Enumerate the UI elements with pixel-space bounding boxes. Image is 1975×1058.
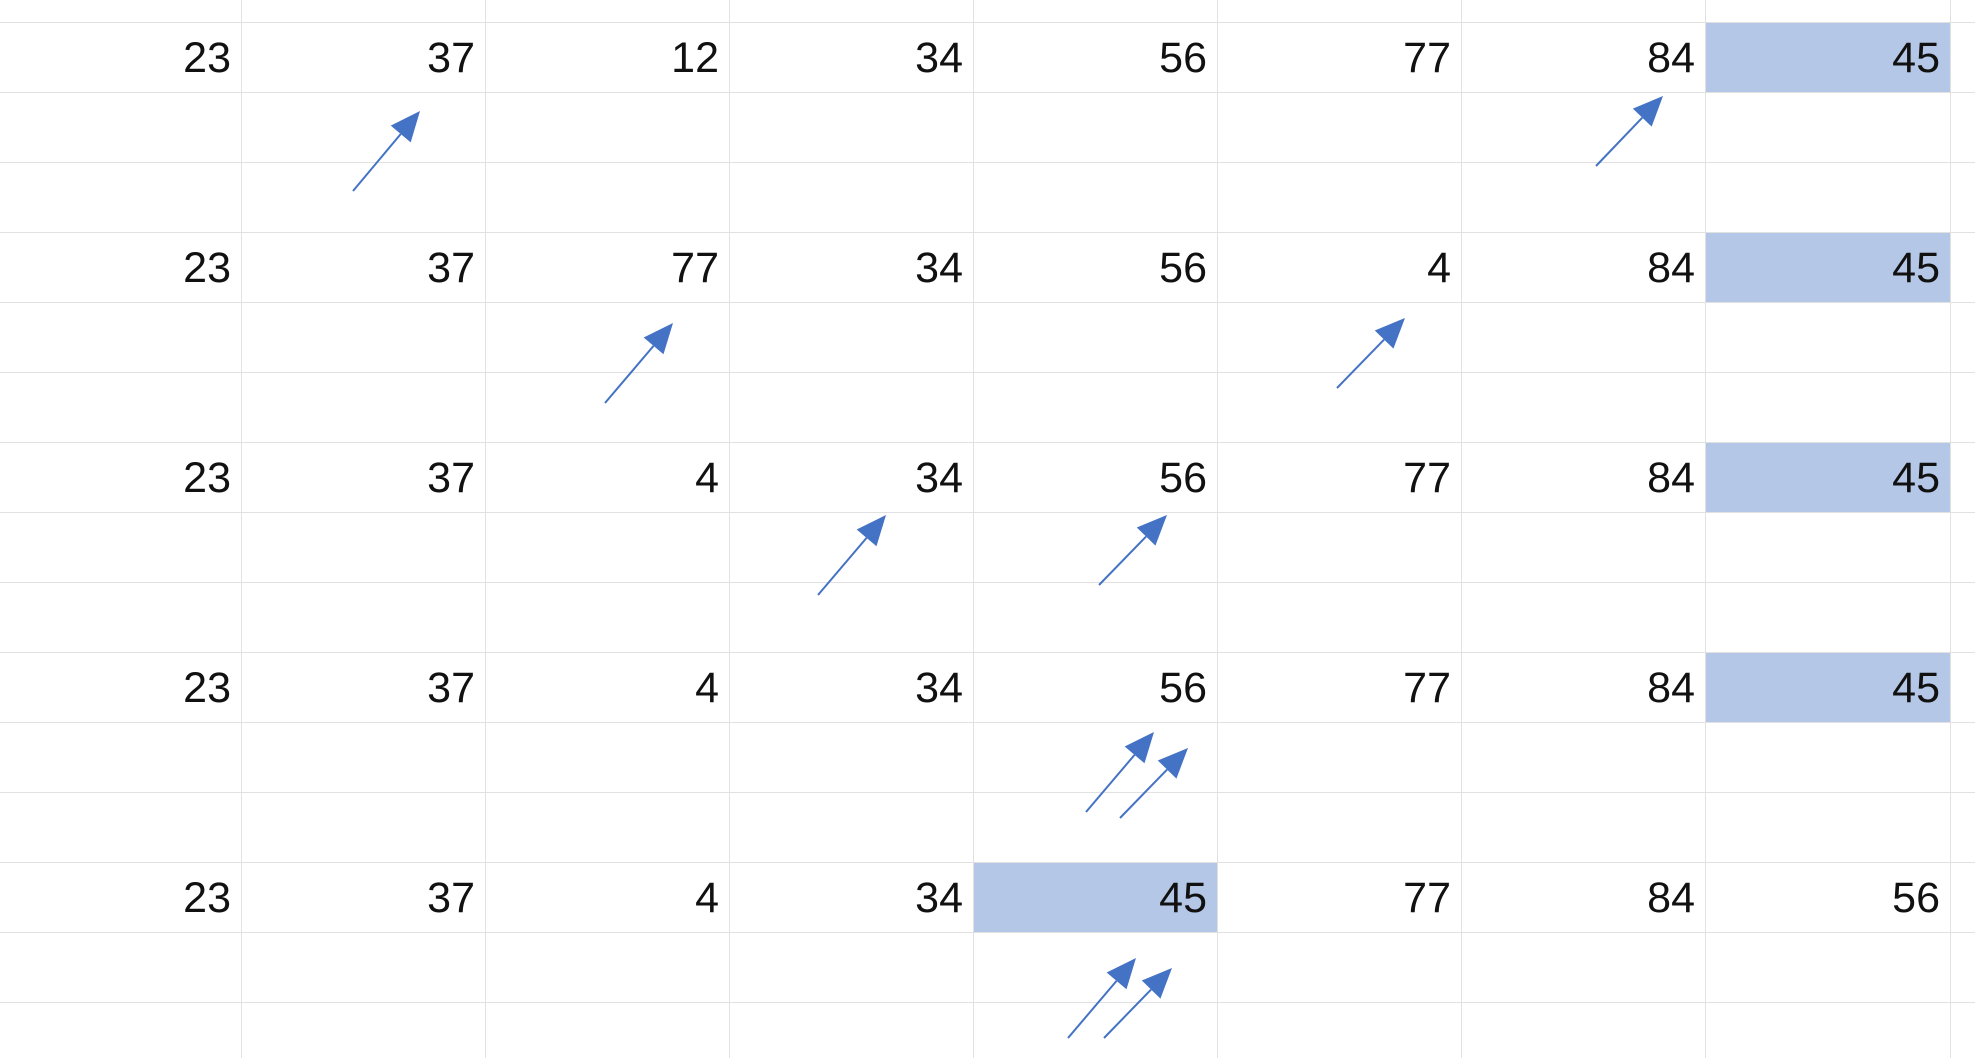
cell[interactable]: 77 [1403, 34, 1451, 82]
row-gridline [0, 442, 1975, 443]
row-gridline [0, 1002, 1975, 1003]
cell[interactable]: 84 [1647, 874, 1695, 922]
arrow-up-right-icon [604, 323, 673, 404]
cell[interactable]: 37 [427, 34, 475, 82]
cell[interactable]: 56 [1159, 454, 1207, 502]
cell[interactable]: 4 [695, 454, 719, 502]
cell[interactable]: 23 [183, 244, 231, 292]
cell[interactable]: 56 [1892, 874, 1940, 922]
column-gridline [973, 0, 974, 1058]
cell[interactable]: 37 [427, 664, 475, 712]
cell[interactable]: 77 [1403, 874, 1451, 922]
row-gridline [0, 512, 1975, 513]
cell[interactable]: 37 [427, 454, 475, 502]
row-gridline [0, 722, 1975, 723]
cell[interactable]: 77 [1403, 664, 1451, 712]
cell[interactable]: 56 [1159, 664, 1207, 712]
arrow-up-right-icon [352, 111, 420, 192]
cell[interactable]: 4 [1427, 244, 1451, 292]
row-gridline [0, 862, 1975, 863]
column-gridline [1217, 0, 1218, 1058]
highlighted-cell[interactable]: 45 [974, 863, 1217, 932]
cell[interactable]: 56 [1159, 244, 1207, 292]
arrow-up-right-icon [817, 515, 886, 596]
arrow-up-right-icon [1119, 748, 1188, 819]
row-gridline [0, 932, 1975, 933]
row-gridline [0, 162, 1975, 163]
arrow-up-right-icon [1085, 732, 1154, 813]
cell[interactable]: 84 [1647, 34, 1695, 82]
highlighted-cell[interactable]: 45 [1706, 443, 1950, 512]
row-gridline [0, 582, 1975, 583]
cell[interactable]: 23 [183, 454, 231, 502]
highlighted-cell[interactable]: 45 [1706, 233, 1950, 302]
cell[interactable]: 77 [671, 244, 719, 292]
arrow-up-right-icon [1098, 515, 1167, 586]
cell[interactable]: 34 [915, 34, 963, 82]
cell[interactable]: 84 [1647, 244, 1695, 292]
row-gridline [0, 372, 1975, 373]
cell[interactable]: 84 [1647, 664, 1695, 712]
cell[interactable]: 23 [183, 664, 231, 712]
cell[interactable]: 84 [1647, 454, 1695, 502]
row-gridline [0, 22, 1975, 23]
column-gridline [1461, 0, 1462, 1058]
row-gridline [0, 302, 1975, 303]
arrow-up-right-icon [1067, 958, 1136, 1039]
row-gridline [0, 652, 1975, 653]
row-gridline [0, 232, 1975, 233]
arrow-up-right-icon [1595, 96, 1663, 167]
highlighted-cell[interactable]: 45 [1706, 653, 1950, 722]
row-gridline [0, 92, 1975, 93]
cell[interactable]: 12 [671, 34, 719, 82]
column-gridline [1950, 0, 1951, 1058]
cell[interactable]: 23 [183, 874, 231, 922]
cell[interactable]: 77 [1403, 454, 1451, 502]
arrow-up-right-icon [1336, 318, 1405, 389]
column-gridline [729, 0, 730, 1058]
cell[interactable]: 23 [183, 34, 231, 82]
cell[interactable]: 37 [427, 244, 475, 292]
column-gridline [1705, 0, 1706, 1058]
column-gridline [241, 0, 242, 1058]
cell[interactable]: 34 [915, 244, 963, 292]
highlighted-cell[interactable]: 45 [1706, 23, 1950, 92]
cell[interactable]: 56 [1159, 34, 1207, 82]
cell[interactable]: 4 [695, 664, 719, 712]
cell[interactable]: 34 [915, 874, 963, 922]
arrow-up-right-icon [1103, 968, 1172, 1039]
cell[interactable]: 37 [427, 874, 475, 922]
row-gridline [0, 792, 1975, 793]
cell[interactable]: 4 [695, 874, 719, 922]
cell[interactable]: 34 [915, 664, 963, 712]
cell[interactable]: 34 [915, 454, 963, 502]
column-gridline [485, 0, 486, 1058]
